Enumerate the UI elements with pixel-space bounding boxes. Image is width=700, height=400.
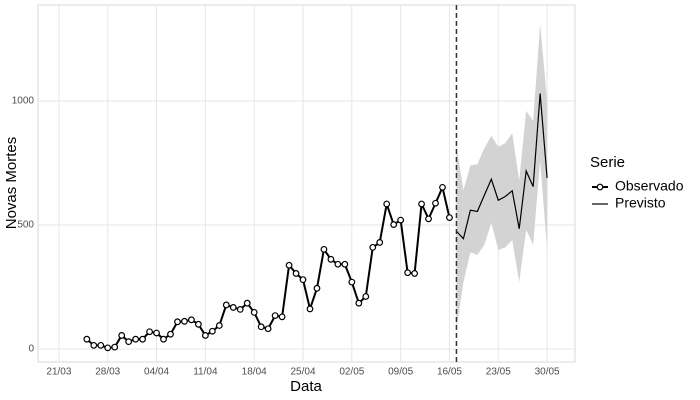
data-point bbox=[83, 335, 91, 343]
x-tick-label: 11/04 bbox=[193, 367, 218, 378]
y-axis-title: Novas Mortes bbox=[3, 137, 20, 230]
y-tick-label: 0 bbox=[28, 344, 34, 355]
data-point bbox=[201, 332, 209, 339]
x-tick-label: 25/04 bbox=[290, 367, 315, 378]
data-point bbox=[167, 330, 174, 338]
data-point bbox=[348, 278, 356, 286]
data-point bbox=[390, 221, 398, 228]
x-tick-label: 30/05 bbox=[535, 367, 560, 378]
data-point bbox=[362, 293, 370, 300]
x-tick-label: 23/05 bbox=[486, 367, 511, 378]
data-point bbox=[97, 341, 105, 349]
data-point bbox=[208, 327, 216, 335]
data-point bbox=[188, 316, 195, 324]
data-point bbox=[355, 299, 363, 307]
data-point bbox=[285, 261, 293, 269]
data-point bbox=[306, 305, 314, 313]
series-line bbox=[456, 93, 548, 240]
y-tick-label: 500 bbox=[17, 220, 34, 231]
legend-label: Observado bbox=[615, 178, 684, 194]
data-point bbox=[376, 239, 384, 246]
data-point bbox=[369, 243, 377, 251]
data-point bbox=[250, 308, 258, 316]
data-point bbox=[341, 260, 349, 268]
data-point bbox=[181, 317, 188, 325]
data-point bbox=[146, 328, 153, 336]
data-point bbox=[236, 306, 244, 313]
data-point bbox=[160, 335, 167, 343]
data-point bbox=[118, 332, 126, 339]
data-point bbox=[299, 276, 307, 284]
data-point bbox=[195, 320, 202, 328]
x-tick-label: 21/03 bbox=[46, 367, 71, 378]
legend-marker bbox=[596, 183, 604, 191]
data-point bbox=[292, 270, 300, 277]
data-point bbox=[397, 216, 405, 224]
data-point bbox=[271, 312, 279, 320]
confidence-band bbox=[456, 24, 548, 330]
data-point bbox=[334, 260, 342, 268]
y-tick-label: 1000 bbox=[12, 96, 35, 107]
data-point bbox=[90, 341, 98, 349]
x-tick-label: 28/03 bbox=[95, 367, 120, 378]
x-tick-label: 16/05 bbox=[437, 367, 462, 378]
data-point bbox=[404, 269, 412, 277]
data-point bbox=[215, 322, 223, 329]
data-point bbox=[439, 183, 446, 191]
data-point bbox=[174, 318, 181, 326]
data-point bbox=[327, 255, 335, 263]
x-tick-label: 04/04 bbox=[144, 367, 169, 378]
data-point bbox=[257, 323, 265, 331]
data-point bbox=[229, 304, 237, 311]
data-point bbox=[278, 313, 286, 321]
data-point bbox=[111, 343, 119, 351]
data-point bbox=[132, 335, 140, 343]
data-point bbox=[432, 199, 439, 207]
data-point bbox=[383, 200, 391, 208]
data-point bbox=[153, 329, 160, 337]
x-axis-title: Data bbox=[290, 378, 322, 395]
data-point bbox=[446, 214, 453, 222]
data-point bbox=[418, 200, 425, 208]
legend-label: Previsto bbox=[615, 195, 666, 211]
data-point bbox=[243, 299, 251, 307]
data-point bbox=[425, 215, 432, 223]
data-point bbox=[320, 245, 328, 253]
data-point bbox=[222, 301, 230, 309]
x-tick-label: 09/05 bbox=[388, 367, 413, 378]
x-tick-label: 18/04 bbox=[242, 367, 267, 378]
data-point bbox=[313, 284, 321, 292]
data-point bbox=[411, 270, 418, 277]
data-point bbox=[264, 325, 272, 333]
x-tick-label: 02/05 bbox=[339, 367, 364, 378]
data-point bbox=[104, 344, 112, 352]
legend-title: Serie bbox=[590, 154, 625, 171]
data-point bbox=[139, 335, 147, 343]
data-point bbox=[125, 338, 133, 346]
